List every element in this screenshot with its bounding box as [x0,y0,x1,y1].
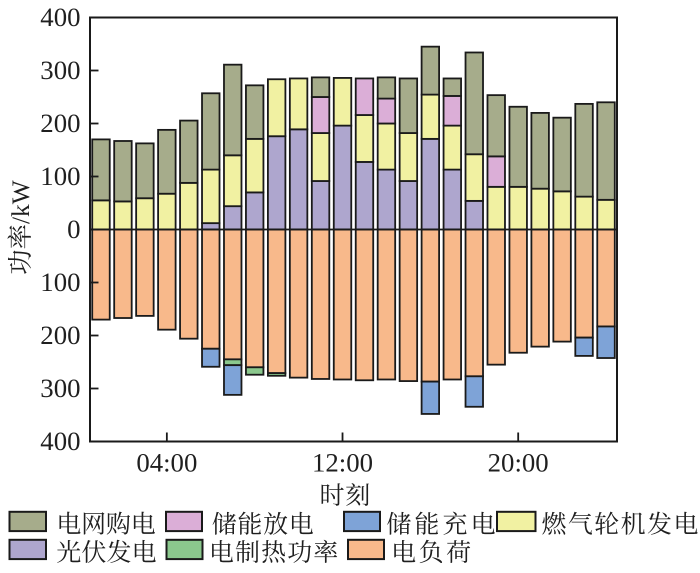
svg-text:/kW: /kW [7,180,35,224]
svg-text:300: 300 [40,373,80,403]
svg-text:300: 300 [40,55,80,85]
svg-text:400: 400 [40,2,80,32]
svg-text:100: 100 [40,161,80,191]
svg-text:12:00: 12:00 [312,448,373,478]
svg-text:20:00: 20:00 [488,448,549,478]
svg-text:400: 400 [40,426,80,456]
svg-text:100: 100 [40,267,80,297]
svg-text:200: 200 [40,320,80,350]
svg-text:04:00: 04:00 [136,448,197,478]
svg-text:0: 0 [67,214,80,244]
svg-text:200: 200 [40,108,80,138]
